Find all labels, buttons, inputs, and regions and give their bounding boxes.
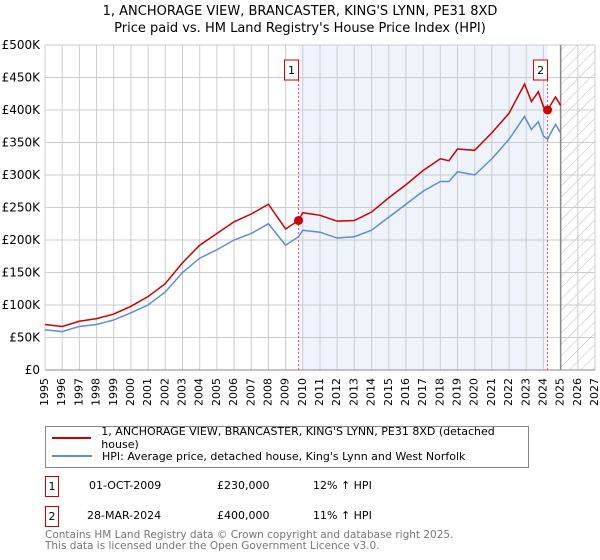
x-tick-label: 1999 — [107, 378, 120, 406]
property-price-line — [44, 82, 562, 328]
x-tick-label: 2004 — [193, 378, 206, 406]
annotation-label: 2 — [537, 64, 544, 77]
x-tick-label: 2007 — [244, 378, 257, 406]
legend-item-hpi: HPI: Average price, detached house, King… — [52, 448, 465, 464]
x-tick-label: 2019 — [451, 378, 464, 406]
x-tick-label: 1998 — [90, 378, 103, 406]
sale-row-1: 1 01-OCT-2009 £230,000 12% ↑ HPI — [45, 476, 445, 498]
annotation-label: 1 — [288, 64, 295, 77]
hpi-line — [44, 115, 562, 333]
x-tick-label: 2008 — [261, 378, 274, 406]
y-tick-label: £300K — [2, 168, 42, 182]
x-tick-label: 2002 — [158, 378, 171, 406]
y-tick-label: £0 — [25, 363, 40, 377]
y-tick-label: £400K — [2, 103, 42, 117]
x-tick-label: 2014 — [365, 378, 378, 406]
y-tick-label: £450K — [2, 71, 42, 85]
sale-date: 01-OCT-2009 — [89, 479, 162, 492]
x-tick-label: 2001 — [141, 378, 154, 406]
y-tick-label: £50K — [9, 331, 41, 345]
legend-swatch-blue — [52, 455, 92, 457]
footer-line: This data is licensed under the Open Gov… — [45, 540, 380, 552]
footer: Contains HM Land Registry data © Crown c… — [45, 530, 453, 552]
x-tick-label: 2025 — [554, 378, 567, 406]
x-tick-label: 2006 — [227, 378, 240, 406]
sale-point — [294, 216, 304, 225]
x-tick-label: 2013 — [347, 378, 360, 406]
chart-title: 1, ANCHORAGE VIEW, BRANCASTER, KING'S LY… — [102, 4, 498, 19]
y-tick-label: £200K — [2, 233, 42, 247]
x-tick-label: 2000 — [124, 378, 137, 406]
sale-hpi: 12% ↑ HPI — [313, 479, 372, 492]
sale-point — [543, 105, 553, 115]
x-tick-label: 2003 — [176, 378, 189, 406]
x-tick-label: 2012 — [330, 378, 343, 406]
x-tick-label: 2023 — [519, 378, 532, 406]
x-tick-label: 2017 — [416, 378, 429, 406]
x-tick-label: 1996 — [55, 378, 68, 406]
legend-label: HPI: Average price, detached house, King… — [102, 449, 466, 463]
price-chart: 1995 1996 1997 1998 1999 2000 2001 2002 2003 2004… — [2, 38, 600, 406]
x-tick-label: 2024 — [536, 378, 549, 406]
legend-swatch-red — [52, 437, 92, 439]
x-tick-label: 1997 — [72, 378, 85, 406]
x-tick-label: 2026 — [571, 378, 584, 406]
x-tick-label: 2016 — [399, 378, 412, 406]
y-tick-label: £100K — [2, 298, 42, 312]
x-tick-label: 2022 — [502, 378, 515, 406]
sale-hpi: 11% ↑ HPI — [313, 509, 372, 522]
sale-row-2: 2 28-MAR-2024 £400,000 11% ↑ HPI — [45, 506, 445, 528]
x-tick-label: 2011 — [313, 378, 326, 406]
x-tick-label: 2020 — [468, 378, 481, 406]
sale-price: £230,000 — [217, 479, 270, 492]
y-tick-label: £150K — [2, 266, 42, 280]
x-tick-label: 1995 — [38, 378, 51, 406]
x-tick-label: 2015 — [382, 378, 395, 406]
sale-price: £400,000 — [217, 509, 270, 522]
x-tick-label: 2005 — [210, 378, 223, 406]
x-tick-label: 2009 — [279, 378, 292, 406]
y-tick-label: £350K — [2, 136, 42, 150]
chart-subtitle: Price paid vs. HM Land Registry's House … — [114, 21, 486, 36]
x-tick-label: 2021 — [485, 378, 498, 406]
legend-label: 1, ANCHORAGE VIEW, BRANCASTER, KING'S LY… — [101, 425, 495, 451]
sale-marker: 2 — [45, 506, 59, 527]
x-tick-label: 2027 — [588, 378, 600, 406]
sale-marker: 1 — [45, 476, 59, 497]
footer-line: Contains HM Land Registry data © Crown c… — [45, 529, 454, 541]
legend-item-property: 1, ANCHORAGE VIEW, BRANCASTER, KING'S LY… — [52, 425, 528, 451]
y-tick-label: £250K — [2, 201, 42, 215]
x-tick-label: 2010 — [296, 378, 309, 406]
sale-date: 28-MAR-2024 — [87, 509, 162, 522]
x-tick-label: 2018 — [433, 378, 446, 406]
y-tick-label: £500K — [2, 38, 42, 52]
annotation-box — [284, 59, 300, 81]
annotation-box — [533, 59, 549, 81]
legend: 1, ANCHORAGE VIEW, BRANCASTER, KING'S LY… — [45, 425, 529, 468]
